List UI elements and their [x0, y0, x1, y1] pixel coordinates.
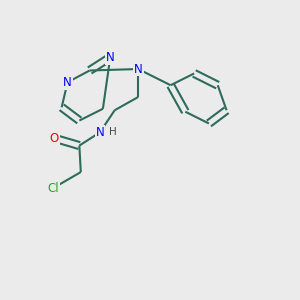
Text: Cl: Cl	[47, 182, 58, 195]
Text: N: N	[106, 51, 115, 64]
Text: O: O	[50, 132, 59, 145]
Text: H: H	[109, 127, 116, 137]
Text: N: N	[134, 62, 142, 76]
Text: N: N	[96, 126, 104, 139]
Text: N: N	[63, 76, 72, 89]
